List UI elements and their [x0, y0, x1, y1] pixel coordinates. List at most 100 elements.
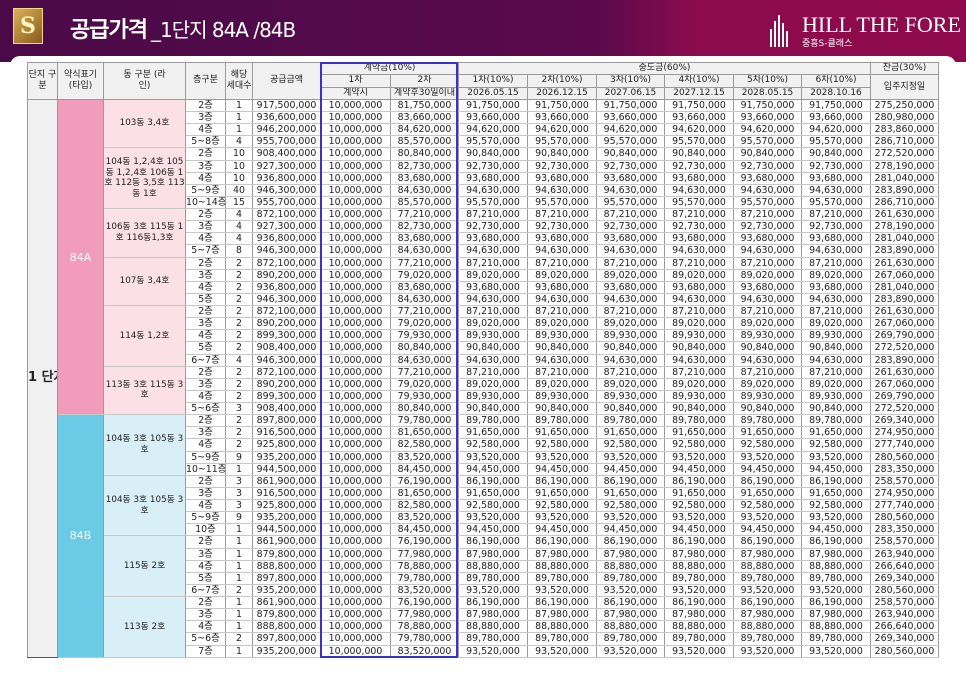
- contract-2-cell: 80,840,000: [390, 147, 459, 161]
- middle-3-cell: 93,680,000: [596, 232, 665, 246]
- balance-cell: 277,740,000: [870, 438, 939, 452]
- middle-2-cell: 88,880,000: [527, 559, 597, 573]
- middle-2-cell: 95,570,000: [527, 195, 597, 210]
- floor-cell: 4층: [185, 559, 226, 573]
- price-cell: 916,500,000: [252, 486, 321, 501]
- units-cell: 2: [225, 414, 253, 428]
- header-middle: 중도금(60%): [458, 61, 871, 76]
- contract-2-cell: 77,210,000: [390, 256, 459, 270]
- price-cell: 946,300,000: [252, 244, 321, 258]
- header-floor: 층구분: [185, 62, 226, 100]
- header-date-4: 2027.12.15: [664, 86, 734, 100]
- units-cell: 9: [225, 511, 253, 525]
- contract-1-cell: 10,000,000: [320, 111, 391, 125]
- middle-3-cell: 92,580,000: [596, 499, 665, 513]
- middle-1-cell: 89,780,000: [458, 414, 528, 428]
- middle-6-cell: 93,520,000: [801, 644, 871, 658]
- units-cell: 3: [225, 474, 253, 488]
- table-row: 3층 1 936,600,000 10,000,000 83,660,000 93,660…: [28, 111, 939, 125]
- contract-2-cell: 83,680,000: [390, 232, 459, 246]
- contract-1-cell: 10,000,000: [320, 438, 391, 452]
- balance-cell: 258,570,000: [870, 596, 939, 610]
- contract-1-cell: 10,000,000: [320, 535, 391, 549]
- middle-1-cell: 90,840,000: [458, 341, 528, 355]
- units-cell: 2: [225, 583, 253, 598]
- balance-cell: 281,040,000: [870, 171, 939, 185]
- balance-cell: 269,340,000: [870, 632, 939, 646]
- header-date-6: 2028.10.16: [801, 86, 871, 100]
- middle-3-cell: 95,570,000: [596, 135, 665, 149]
- table-row: 5~9층 9 935,200,000 10,000,000 83,520,000 93,5…: [28, 511, 939, 525]
- contract-2-cell: 85,570,000: [390, 195, 459, 210]
- middle-6-cell: 95,570,000: [801, 135, 871, 149]
- units-cell: 2: [225, 256, 253, 270]
- price-cell: 935,200,000: [252, 583, 321, 598]
- middle-5-cell: 87,210,000: [733, 208, 802, 222]
- contract-2-cell: 80,840,000: [390, 402, 459, 416]
- units-cell: 15: [225, 195, 253, 210]
- price-cell: 897,800,000: [252, 571, 321, 585]
- units-cell: 2: [225, 377, 253, 391]
- middle-5-cell: 86,190,000: [733, 596, 802, 610]
- price-cell: 879,800,000: [252, 608, 321, 622]
- middle-1-cell: 89,020,000: [458, 268, 528, 282]
- price-cell: 935,200,000: [252, 511, 321, 525]
- contract-2-cell: 84,450,000: [390, 523, 459, 537]
- table-row: 3층 4 927,300,000 10,000,000 82,730,000 92,730…: [28, 220, 939, 234]
- header-middle-3: 3차(10%): [596, 74, 665, 88]
- middle-4-cell: 93,520,000: [664, 583, 734, 598]
- floor-cell: 4층: [185, 232, 226, 246]
- middle-6-cell: 86,190,000: [801, 535, 871, 549]
- middle-3-cell: 89,020,000: [596, 317, 665, 331]
- units-cell: 1: [225, 98, 253, 113]
- header-date-1: 2026.05.15: [458, 86, 528, 100]
- middle-4-cell: 94,450,000: [664, 523, 734, 537]
- middle-4-cell: 88,880,000: [664, 620, 734, 634]
- middle-3-cell: 89,930,000: [596, 389, 665, 404]
- middle-4-cell: 94,450,000: [664, 462, 734, 476]
- price-cell: 872,100,000: [252, 365, 321, 379]
- middle-1-cell: 93,680,000: [458, 171, 528, 185]
- balance-cell: 281,040,000: [870, 280, 939, 294]
- middle-3-cell: 89,780,000: [596, 571, 665, 585]
- middle-2-cell: 87,210,000: [527, 365, 597, 379]
- contract-2-cell: 82,580,000: [390, 499, 459, 513]
- middle-2-cell: 93,680,000: [527, 280, 597, 294]
- middle-4-cell: 91,750,000: [664, 98, 734, 113]
- middle-4-cell: 87,210,000: [664, 208, 734, 222]
- building-icon: [770, 14, 794, 47]
- middle-5-cell: 94,630,000: [733, 183, 802, 197]
- middle-2-cell: 94,450,000: [527, 462, 597, 476]
- floor-cell: 2층: [185, 98, 226, 113]
- middle-6-cell: 86,190,000: [801, 596, 871, 610]
- middle-5-cell: 90,840,000: [733, 147, 802, 161]
- contract-1-cell: 10,000,000: [320, 426, 391, 440]
- balance-cell: 267,060,000: [870, 268, 939, 282]
- table-row: 113동 3호 115동 3호 2층 2 872,100,000 10,000,000 7…: [28, 365, 939, 416]
- middle-6-cell: 94,450,000: [801, 462, 871, 476]
- middle-1-cell: 93,520,000: [458, 583, 528, 598]
- price-cell: 872,100,000: [252, 256, 321, 270]
- middle-6-cell: 87,210,000: [801, 256, 871, 270]
- middle-3-cell: 94,630,000: [596, 292, 665, 307]
- floor-cell: 2층: [185, 256, 226, 270]
- dong-cell: 104동 3호 105동 3호: [103, 474, 186, 537]
- units-cell: 3: [225, 486, 253, 501]
- balance-cell: 280,560,000: [870, 644, 939, 658]
- middle-5-cell: 89,780,000: [733, 571, 802, 585]
- table-row: 3층 1 879,800,000 10,000,000 77,980,000 87,980…: [28, 608, 939, 622]
- middle-3-cell: 86,190,000: [596, 474, 665, 488]
- header-price: 공급금액: [252, 62, 321, 100]
- table-row: 4층 2 899,300,000 10,000,000 79,930,000 89,930…: [28, 389, 939, 404]
- middle-3-cell: 93,680,000: [596, 171, 665, 185]
- middle-3-cell: 94,620,000: [596, 123, 665, 137]
- contract-2-cell: 77,210,000: [390, 365, 459, 379]
- balance-cell: 266,640,000: [870, 559, 939, 573]
- balance-cell: 269,790,000: [870, 389, 939, 404]
- logo-letter: S: [20, 13, 36, 39]
- balance-cell: 258,570,000: [870, 535, 939, 549]
- price-cell: 925,800,000: [252, 438, 321, 452]
- middle-6-cell: 91,650,000: [801, 486, 871, 501]
- floor-cell: 4층: [185, 438, 226, 452]
- balance-cell: 283,890,000: [870, 183, 939, 197]
